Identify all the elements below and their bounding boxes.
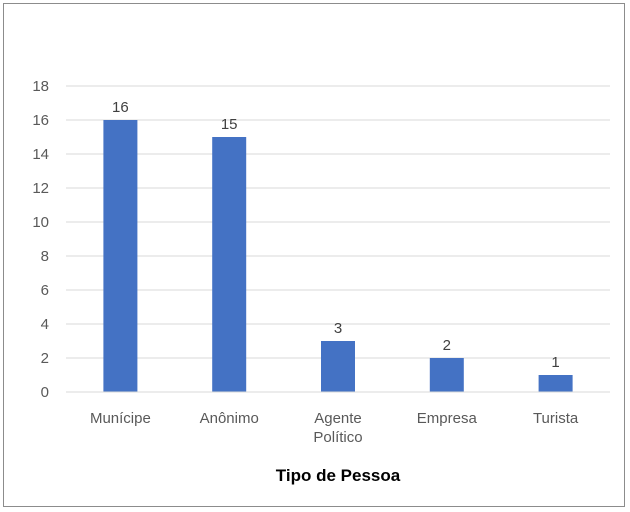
y-tick-label: 0 xyxy=(41,384,49,401)
x-tick-label: Munícipe xyxy=(90,410,151,427)
data-label: 1 xyxy=(551,354,559,371)
x-tick-label-line: Turista xyxy=(533,410,579,427)
data-label: 16 xyxy=(112,99,129,116)
x-axis-title: Tipo de Pessoa xyxy=(276,466,401,485)
data-label: 2 xyxy=(443,337,451,354)
bar xyxy=(212,137,247,392)
y-tick-label: 2 xyxy=(41,350,49,367)
data-labels: 16 15 3 2 1 xyxy=(112,99,560,371)
y-tick-label: 10 xyxy=(32,214,49,231)
data-label: 3 xyxy=(334,320,342,337)
x-tick-label: Empresa xyxy=(417,410,478,427)
data-label: 15 xyxy=(221,116,238,133)
x-tick-label-line: Agente xyxy=(314,410,362,427)
bar xyxy=(538,375,573,392)
y-axis-ticks: 0 2 4 6 8 10 12 14 16 18 xyxy=(32,78,49,401)
y-tick-label: 18 xyxy=(32,78,49,95)
x-tick-label-line: Anônimo xyxy=(200,410,259,427)
y-tick-label: 12 xyxy=(32,180,49,197)
x-tick-label-line: Munícipe xyxy=(90,410,151,427)
x-tick-label-line: Político xyxy=(313,429,362,446)
x-tick-label: Turista xyxy=(533,410,579,427)
y-tick-label: 4 xyxy=(41,316,49,333)
y-tick-label: 16 xyxy=(32,112,49,129)
bar xyxy=(321,341,355,392)
x-tick-label: Anônimo xyxy=(200,410,259,427)
bar xyxy=(429,358,464,392)
bars xyxy=(103,120,573,392)
y-tick-label: 6 xyxy=(41,282,49,299)
y-tick-label: 8 xyxy=(41,248,49,265)
gridlines xyxy=(66,85,610,359)
y-tick-label: 14 xyxy=(32,146,49,163)
x-axis-ticks: Munícipe Anônimo Agente Político Empresa Turi… xyxy=(90,410,579,446)
x-tick-label-line: Empresa xyxy=(417,410,478,427)
bar xyxy=(103,120,138,392)
x-tick-label: Agente Político xyxy=(313,410,362,446)
